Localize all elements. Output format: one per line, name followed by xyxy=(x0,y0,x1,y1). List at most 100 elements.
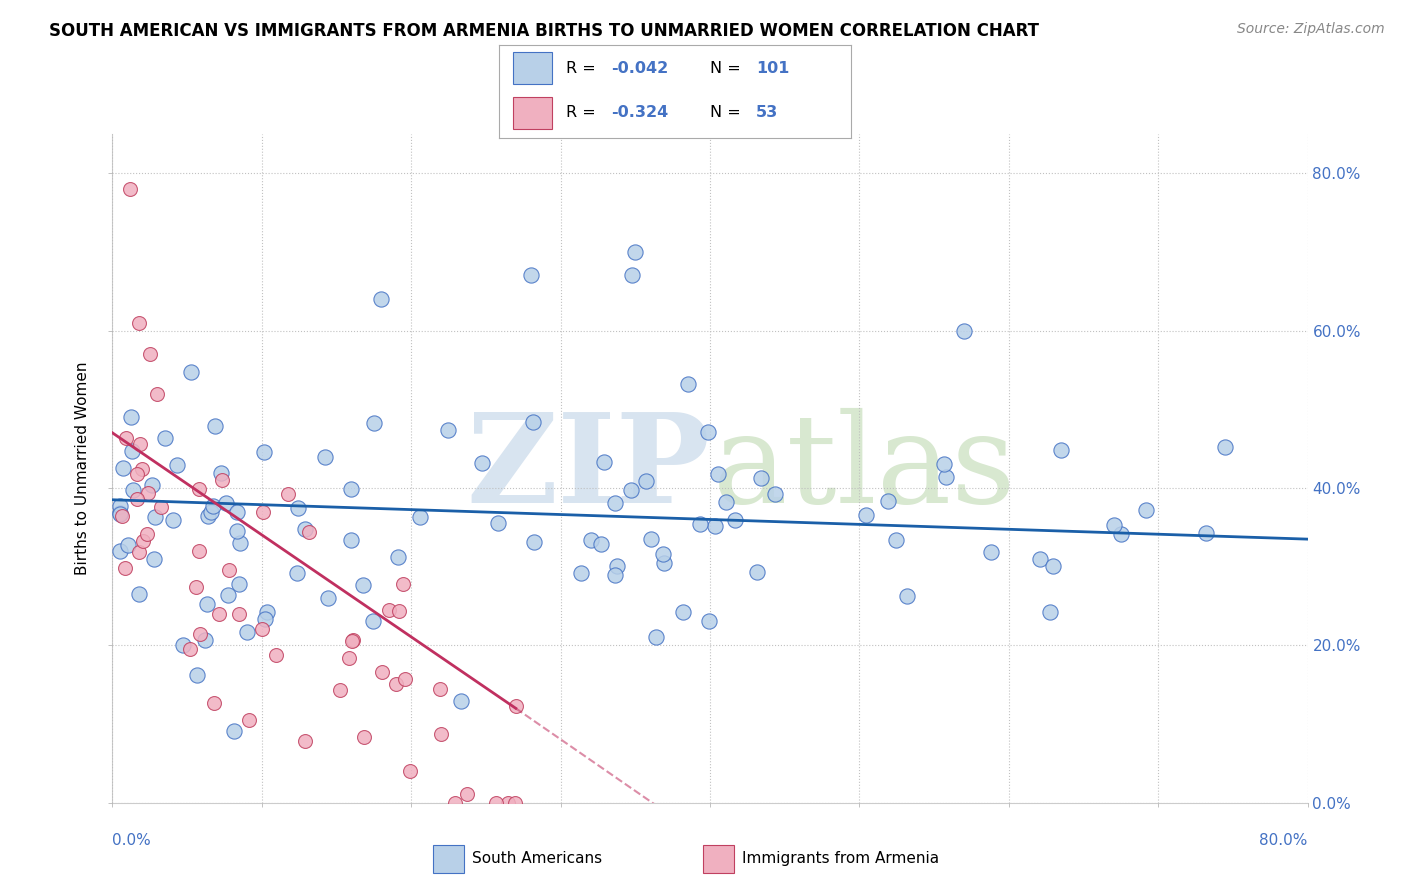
Point xyxy=(225,505,247,519)
Point xyxy=(184,580,207,594)
Point xyxy=(253,445,276,459)
Point xyxy=(340,482,363,496)
Point xyxy=(202,696,225,710)
Point xyxy=(450,694,472,708)
Point xyxy=(195,598,218,612)
Point xyxy=(172,639,194,653)
Point xyxy=(132,533,155,548)
Point xyxy=(329,682,352,697)
Point xyxy=(236,625,259,640)
Point xyxy=(747,565,769,579)
Point xyxy=(409,509,432,524)
Point xyxy=(689,516,711,531)
Text: R =: R = xyxy=(565,105,600,120)
Point xyxy=(287,501,309,516)
Point xyxy=(591,537,613,551)
Point xyxy=(353,730,375,744)
Text: 80.0%: 80.0% xyxy=(1260,833,1308,848)
Point xyxy=(186,668,208,682)
Point xyxy=(222,723,245,738)
Point xyxy=(378,602,401,616)
Point xyxy=(139,347,162,361)
Point xyxy=(128,545,150,559)
Point xyxy=(120,410,142,425)
Point xyxy=(228,607,250,621)
Point xyxy=(285,566,308,581)
Point xyxy=(128,587,150,601)
Point xyxy=(122,483,145,498)
Point xyxy=(706,467,728,481)
Text: N =: N = xyxy=(710,105,747,120)
Point xyxy=(294,733,316,747)
Point xyxy=(108,506,131,520)
Point xyxy=(877,494,900,508)
Point xyxy=(1029,552,1052,566)
Point xyxy=(200,505,222,519)
Point xyxy=(1213,440,1236,454)
Point xyxy=(429,682,451,697)
Point xyxy=(1104,517,1126,532)
Point xyxy=(228,577,250,591)
Point xyxy=(211,473,233,487)
Point xyxy=(254,612,277,626)
Point xyxy=(114,430,136,444)
Point xyxy=(143,510,166,524)
Y-axis label: Births to Unmarried Women: Births to Unmarried Women xyxy=(75,361,90,575)
Point xyxy=(229,536,252,550)
FancyBboxPatch shape xyxy=(513,52,551,84)
Point xyxy=(187,544,209,558)
Point xyxy=(624,244,647,259)
Point xyxy=(129,436,152,450)
Point xyxy=(121,443,143,458)
Text: ZIP: ZIP xyxy=(467,408,710,529)
Point xyxy=(592,455,614,469)
Point xyxy=(180,365,202,379)
Text: 101: 101 xyxy=(756,61,789,76)
FancyBboxPatch shape xyxy=(513,97,551,129)
Text: atlas: atlas xyxy=(713,408,1015,529)
Point xyxy=(188,627,211,641)
Point xyxy=(250,622,273,636)
Point xyxy=(187,482,209,496)
Point xyxy=(505,796,527,810)
Point xyxy=(522,416,544,430)
Text: N =: N = xyxy=(710,61,747,76)
Point xyxy=(201,499,224,513)
Point xyxy=(763,486,786,500)
FancyBboxPatch shape xyxy=(433,845,464,872)
Point xyxy=(136,527,159,541)
Point xyxy=(252,505,274,519)
Point xyxy=(437,423,460,437)
Point xyxy=(197,508,219,523)
Point xyxy=(697,614,720,628)
Point xyxy=(723,513,745,527)
Point xyxy=(339,533,361,547)
Point xyxy=(505,699,527,714)
Point xyxy=(166,458,188,472)
Point xyxy=(314,450,336,464)
Point xyxy=(1135,503,1157,517)
Point xyxy=(471,456,494,470)
Point xyxy=(363,417,385,431)
Point xyxy=(256,605,278,619)
Point xyxy=(569,566,592,580)
Text: 53: 53 xyxy=(756,105,778,120)
Point xyxy=(855,508,877,523)
Point xyxy=(1195,526,1218,541)
Point xyxy=(1039,606,1062,620)
Point xyxy=(342,634,364,648)
Point xyxy=(523,535,546,549)
Point xyxy=(155,431,177,445)
Point xyxy=(150,500,173,514)
Point xyxy=(620,483,643,497)
Point xyxy=(370,292,392,306)
Point xyxy=(456,788,478,802)
Point xyxy=(652,556,675,570)
Point xyxy=(1050,443,1073,458)
Text: SOUTH AMERICAN VS IMMIGRANTS FROM ARMENIA BIRTHS TO UNMARRIED WOMEN CORRELATION : SOUTH AMERICAN VS IMMIGRANTS FROM ARMENI… xyxy=(49,22,1039,40)
Point xyxy=(496,796,519,810)
Point xyxy=(430,726,453,740)
Point xyxy=(884,533,907,548)
Point xyxy=(125,467,148,482)
Text: 0.0%: 0.0% xyxy=(112,833,152,848)
